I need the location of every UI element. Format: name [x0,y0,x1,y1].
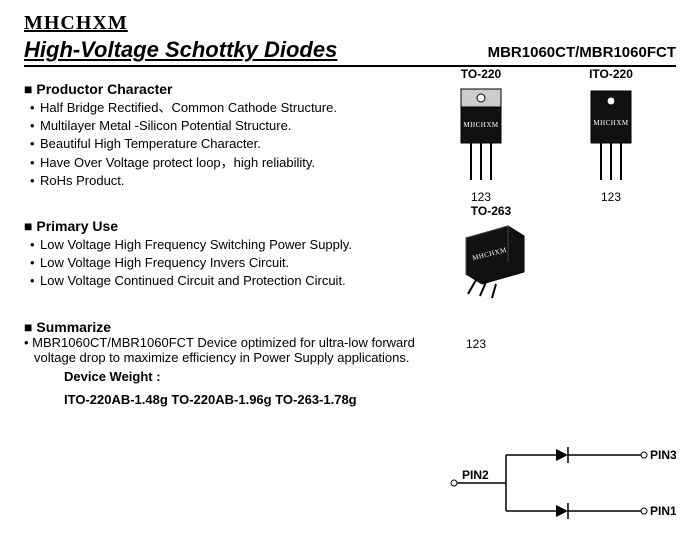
heading-primary-use: Primary Use [24,218,416,234]
svg-text:MHCHXM: MHCHXM [593,119,629,127]
package-to220-icon: MHCHXM [446,85,516,185]
pin3-label: PIN3 [650,448,676,462]
row-product: Productor Character Half Bridge Rectifie… [24,67,676,204]
list-item: RoHs Product. [30,172,416,190]
svg-text:MHCHXM: MHCHXM [463,121,499,129]
list-item: Have Over Voltage protect loop，high reli… [30,154,416,172]
brand-logo: MHCHXM [24,12,676,35]
package-pins: 123 [466,337,486,407]
row-summarize: MBR1060CT/MBR1060FCT Device optimized fo… [24,335,676,407]
part-number: MBR1060CT/MBR1060FCT [488,44,676,61]
heading-product-character: Productor Character [24,81,416,97]
list-primary-use: Low Voltage High Frequency Switching Pow… [24,236,416,291]
device-weight-label: Device Weight : [64,369,416,384]
summary-text: MBR1060CT/MBR1060FCT Device optimized fo… [24,335,416,365]
page-title: High-Voltage Schottky Diodes [24,37,337,63]
package-to220: TO-220 MHCHXM 123 [446,67,516,204]
heading-summarize: Summarize [24,319,676,335]
list-product-character: Half Bridge Rectified、Common Cathode Str… [24,99,416,190]
package-ito220: ITO-220 MHCHXM 123 [576,67,646,204]
device-weight-values: ITO-220AB-1.48g TO-220AB-1.96g TO-263-1.… [64,392,416,407]
pin2-label: PIN2 [462,468,489,482]
package-pins: 123 [576,190,646,204]
package-ito220-icon: MHCHXM [576,85,646,185]
list-item: Low Voltage High Frequency Invers Circui… [30,254,416,272]
list-item: Low Voltage High Frequency Switching Pow… [30,236,416,254]
package-pins: 123 [446,190,516,204]
list-item: Beautiful High Temperature Character. [30,135,416,153]
package-to263-icon: MHCHXM [446,222,536,302]
list-item: Multilayer Metal -Silicon Potential Stru… [30,117,416,135]
pin1-label: PIN1 [650,504,676,518]
title-row: High-Voltage Schottky Diodes MBR1060CT/M… [24,37,676,67]
package-label: ITO-220 [576,67,646,81]
list-item: Low Voltage Continued Circuit and Protec… [30,272,416,290]
package-label: TO-220 [446,67,516,81]
row-primary-use: Primary Use Low Voltage High Frequency S… [24,204,676,305]
circuit-diagram: PIN2 PIN3 PIN1 [446,443,676,523]
list-item: Half Bridge Rectified、Common Cathode Str… [30,99,416,117]
package-label: TO-263 [446,204,536,218]
package-to263: TO-263 MHCHXM [446,204,536,305]
